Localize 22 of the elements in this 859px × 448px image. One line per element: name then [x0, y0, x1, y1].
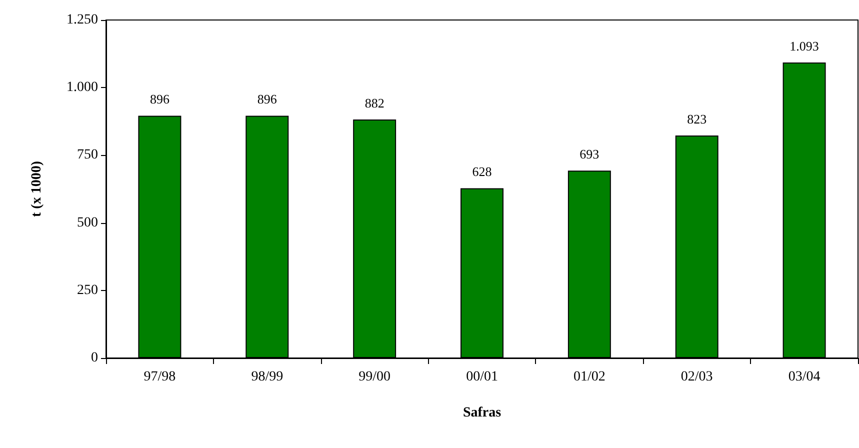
- x-tick-label: 03/04: [788, 370, 820, 384]
- x-tick-label: 97/98: [144, 370, 176, 384]
- x-tick-label: 02/03: [680, 370, 713, 384]
- data-label: 896: [150, 92, 170, 107]
- y-tick-label: 1.000: [66, 80, 98, 96]
- data-label: 896: [257, 92, 278, 107]
- x-tick-label: 01/02: [573, 370, 606, 384]
- y-tick-label: 500: [77, 215, 98, 230]
- y-tick-label: 0: [91, 350, 98, 366]
- data-label: 823: [687, 111, 707, 126]
- data-label: 882: [364, 96, 384, 111]
- x-tick-label: 00/01: [466, 370, 498, 384]
- x-axis-title: Safras: [462, 406, 502, 420]
- data-label: 693: [580, 146, 600, 162]
- y-tick-label: 750: [77, 148, 98, 163]
- y-tick-label: 250: [77, 282, 98, 298]
- y-tick-label: 1.250: [66, 12, 98, 28]
- data-label: 1.093: [790, 38, 819, 54]
- x-tick-label: 98/99: [251, 370, 284, 384]
- x-tick-label: 99/00: [358, 370, 391, 384]
- y-axis-title: t (x 1000): [30, 160, 44, 217]
- data-label: 628: [472, 164, 492, 180]
